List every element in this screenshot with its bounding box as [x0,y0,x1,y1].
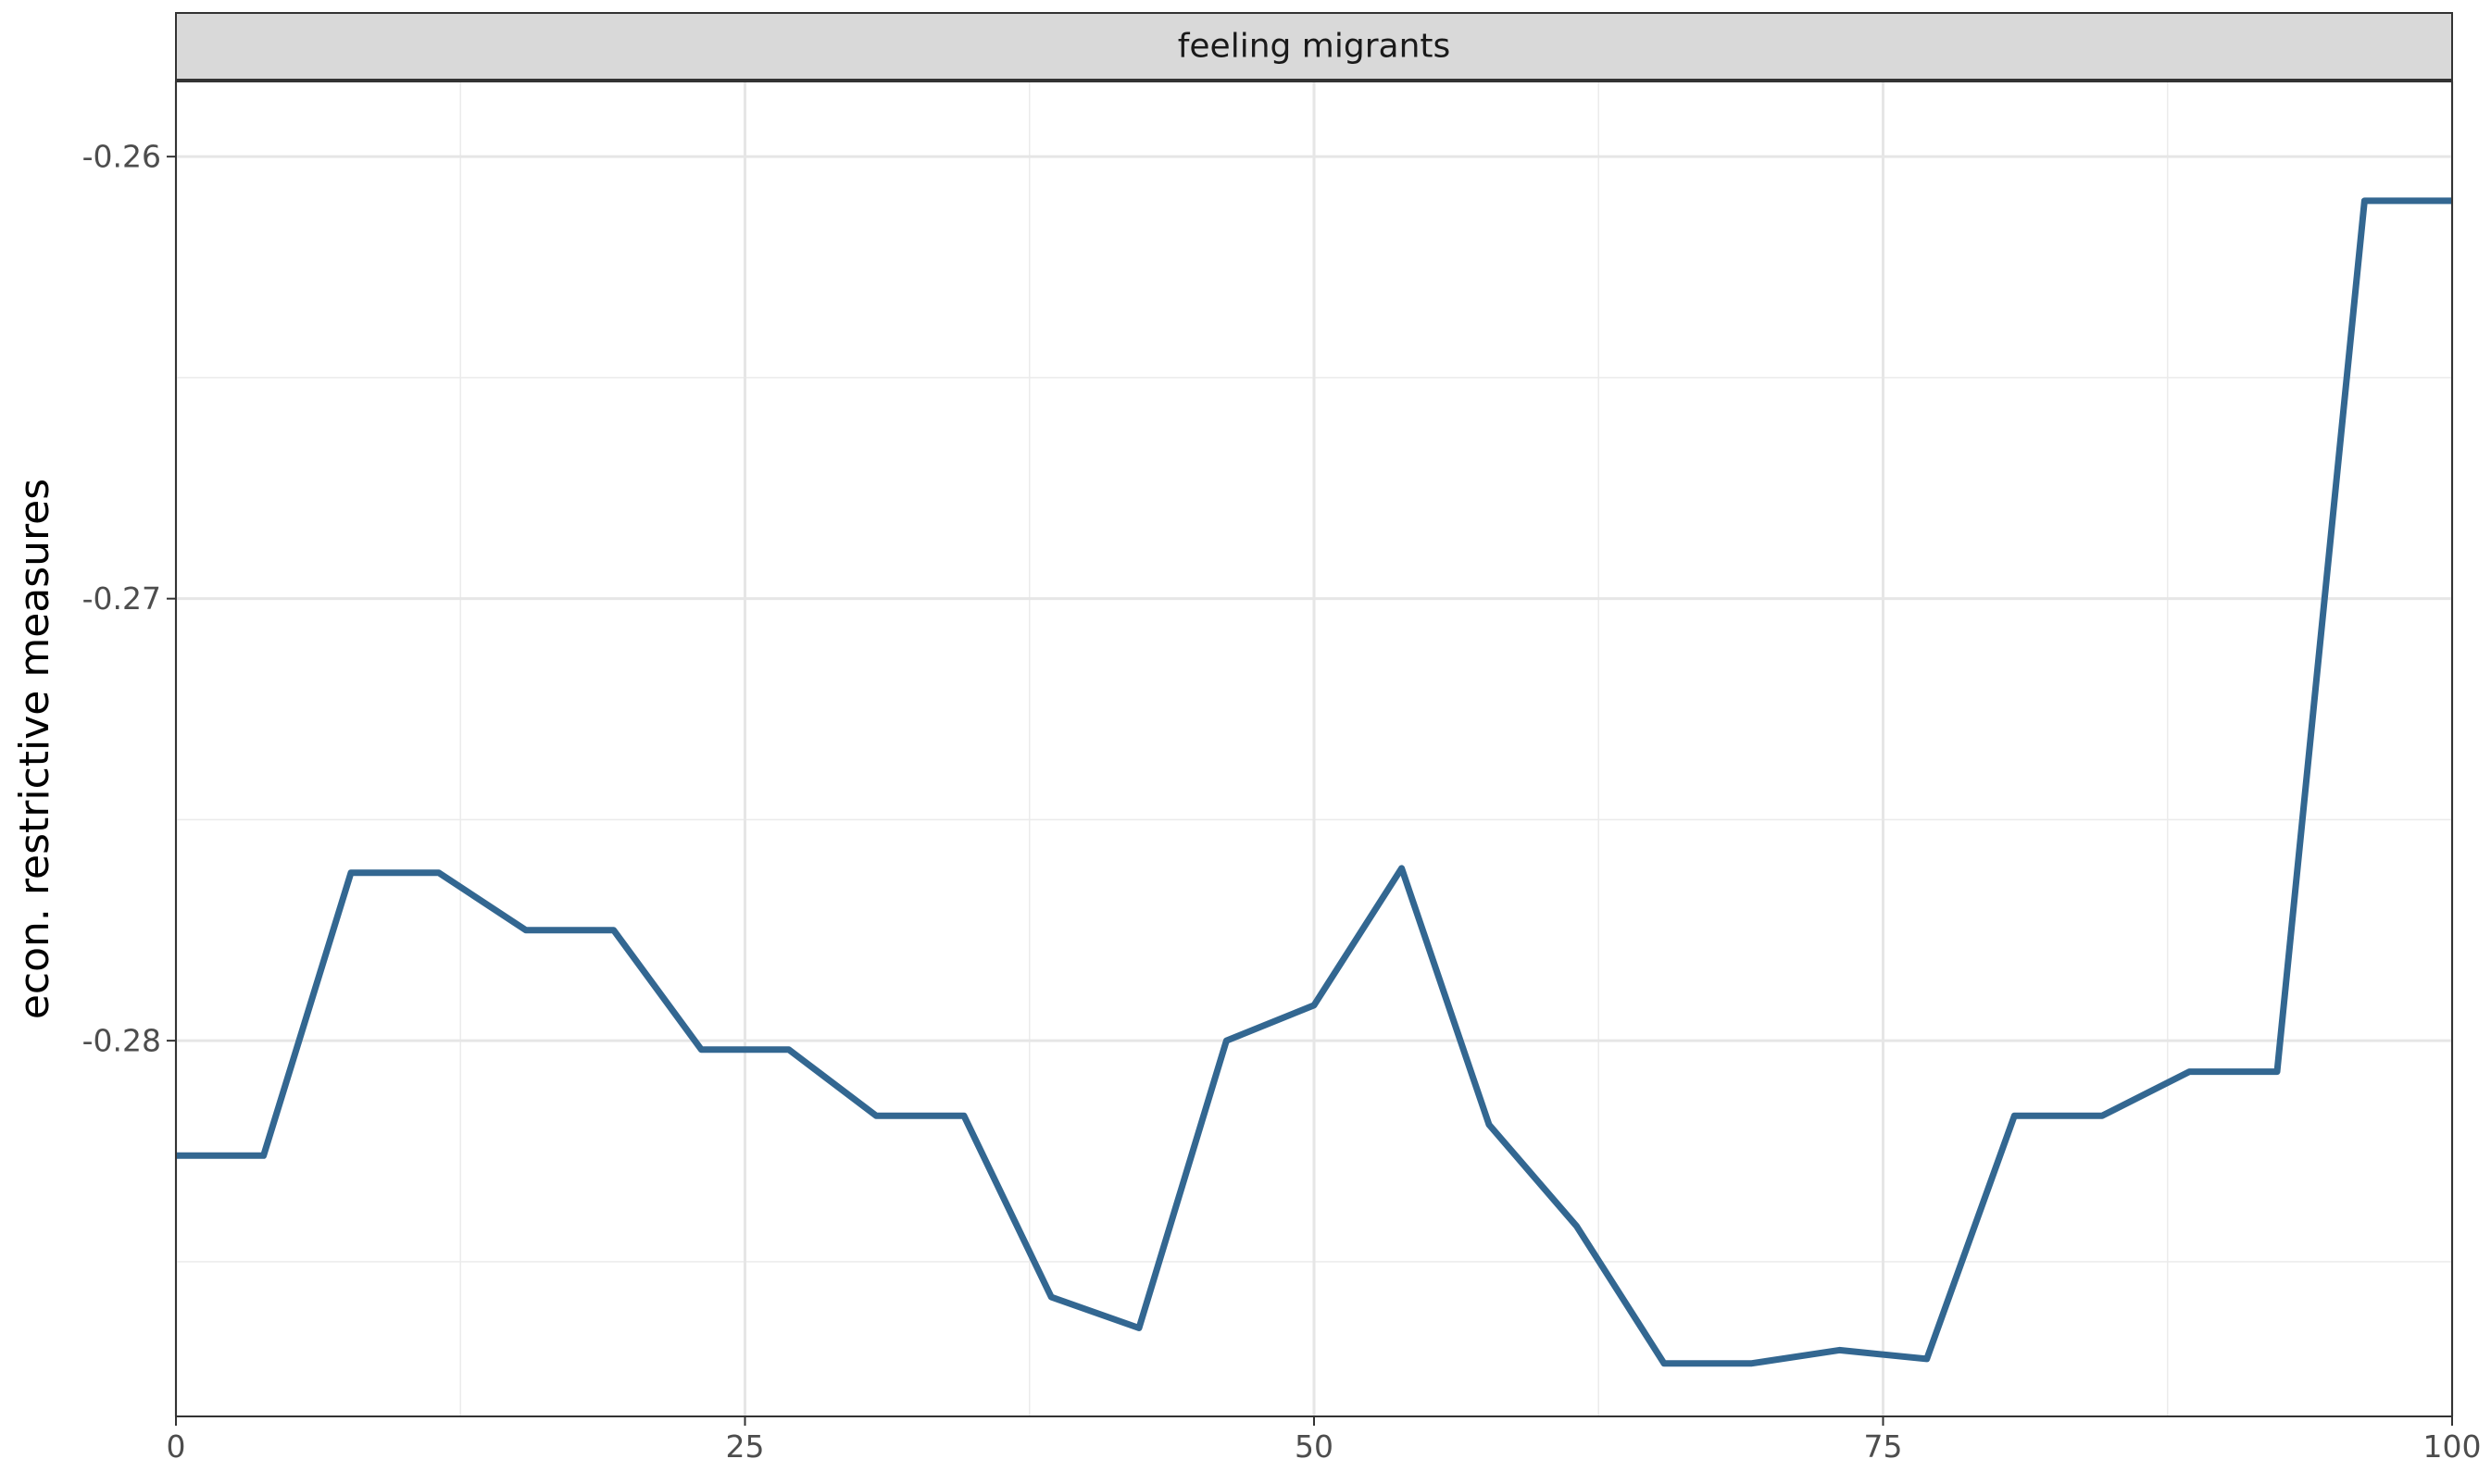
series-line [176,197,2452,1367]
x-tick-label: 50 [1295,1428,1333,1465]
x-axis: 0 25 50 75 100 [167,1416,2482,1465]
facet-strip-background [175,12,2453,81]
y-axis: -0.26 -0.27 -0.28 [82,139,176,1059]
y-tick-label: -0.28 [82,1023,161,1059]
x-tick-label: 100 [2423,1428,2482,1465]
series-layer [176,197,2452,1367]
y-tick-label: -0.27 [82,580,161,617]
facet-strip-label: feeling migrants [1178,28,1451,66]
y-axis-title: econ. restrictive measures [11,479,58,1019]
facet-strip: feeling migrants [175,12,2453,81]
x-tick-label: 75 [1864,1428,1903,1465]
x-tick-label: 0 [167,1428,186,1465]
y-tick-label: -0.26 [82,139,161,175]
x-tick-label: 25 [726,1428,765,1465]
